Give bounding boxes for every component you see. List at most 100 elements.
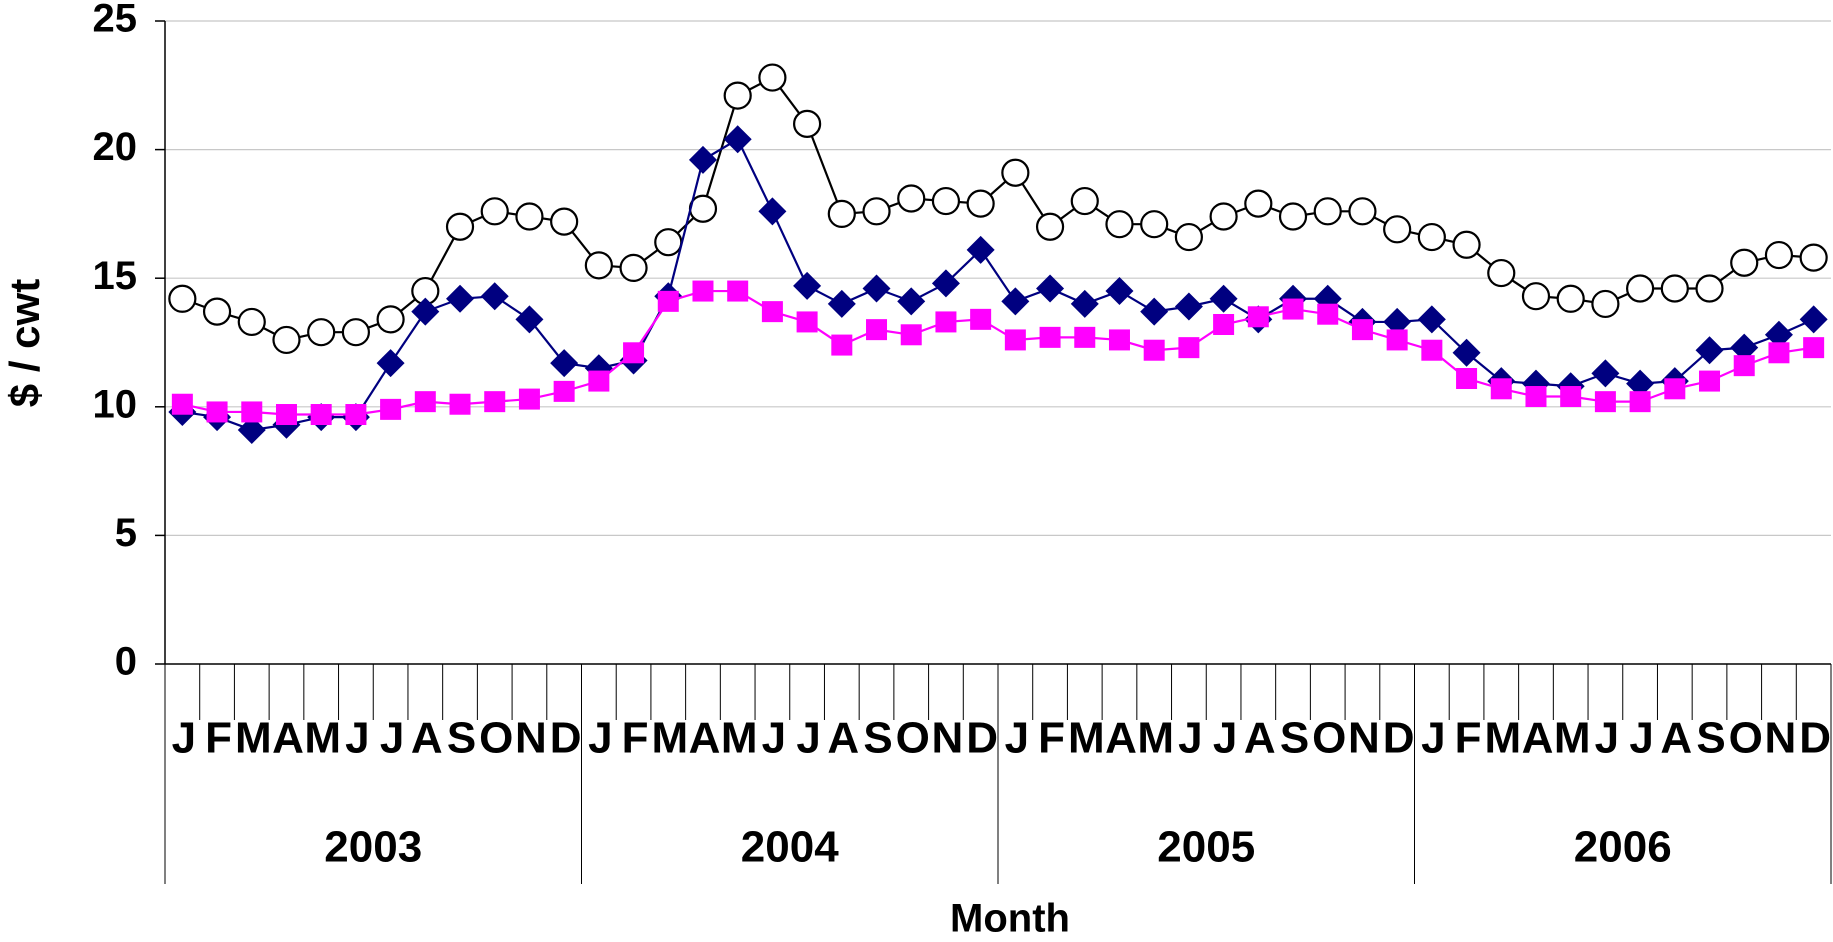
x-tick-label: D: [550, 714, 580, 763]
point: [310, 404, 332, 426]
point: [657, 290, 679, 312]
point: [584, 251, 613, 280]
x-tick-label: M: [1068, 714, 1102, 763]
point: [862, 197, 891, 226]
point: [1278, 202, 1308, 231]
point: [414, 391, 436, 413]
point: [275, 404, 297, 426]
point: [1035, 212, 1065, 241]
point: [1594, 391, 1616, 413]
x-tick-label: M: [235, 714, 269, 763]
x-tick-label: J: [1005, 714, 1027, 763]
year-label: 2004: [741, 823, 839, 872]
point: [1521, 282, 1551, 311]
x-tick-label: M: [304, 714, 338, 763]
x-tick-label: M: [721, 714, 755, 763]
x-tick-label: O: [896, 714, 929, 763]
point: [1108, 329, 1130, 351]
point: [1039, 326, 1061, 348]
x-tick-label: O: [1729, 714, 1762, 763]
point: [1803, 337, 1825, 359]
point: [1317, 303, 1339, 325]
point: [1730, 333, 1759, 362]
y-tick-label: 15: [93, 254, 138, 298]
point: [484, 391, 506, 413]
x-tick-label: D: [1383, 714, 1413, 763]
point: [1695, 274, 1724, 303]
point: [1386, 329, 1408, 351]
point: [515, 305, 544, 334]
point: [1556, 284, 1585, 313]
point: [1070, 289, 1099, 318]
point: [376, 349, 405, 378]
point: [619, 253, 648, 283]
x-tick-label: S: [1696, 714, 1724, 763]
x-tick-label: A: [272, 714, 303, 763]
x-tick-label: F: [205, 714, 231, 763]
point: [623, 342, 645, 364]
point: [237, 415, 266, 444]
point: [1070, 186, 1099, 216]
point: [900, 324, 922, 346]
point: [1001, 158, 1030, 187]
x-tick-label: F: [1455, 714, 1481, 763]
x-axis-label: Month: [950, 897, 1070, 941]
point: [793, 109, 822, 138]
point: [1383, 215, 1412, 244]
point: [376, 305, 405, 334]
x-tick-label: J: [796, 714, 818, 763]
point: [827, 199, 856, 228]
point: [793, 271, 822, 300]
point: [202, 297, 232, 326]
point: [1282, 298, 1304, 320]
point: [1799, 305, 1828, 334]
point: [1417, 305, 1446, 334]
point: [935, 311, 957, 333]
x-tick-label: M: [1554, 714, 1588, 763]
point: [449, 393, 471, 415]
point: [727, 280, 749, 302]
x-tick-label: A: [1244, 714, 1275, 763]
year-label: 2003: [324, 823, 422, 872]
y-tick-label: 0: [115, 640, 137, 684]
x-tick-label: O: [479, 714, 512, 763]
point: [1209, 284, 1238, 313]
x-tick-label: F: [1038, 714, 1064, 763]
point: [1764, 320, 1793, 349]
point: [272, 325, 301, 355]
point: [970, 308, 992, 330]
x-tick-label: M: [1137, 714, 1171, 763]
x-tick-label: F: [622, 714, 648, 763]
x-tick-label: O: [1312, 714, 1345, 763]
point: [1140, 210, 1169, 239]
point: [168, 284, 197, 313]
point: [1768, 342, 1790, 364]
point: [1036, 274, 1065, 303]
point: [1247, 306, 1269, 328]
point: [1105, 210, 1134, 239]
x-tick-label: A: [827, 714, 858, 763]
x-tick-label: N: [515, 714, 544, 763]
point: [1001, 287, 1030, 316]
point: [654, 228, 683, 257]
x-tick-label: N: [932, 714, 961, 763]
point: [1490, 378, 1512, 400]
point: [1799, 243, 1828, 272]
point: [341, 318, 370, 347]
point: [1417, 222, 1446, 252]
point: [723, 125, 752, 154]
point: [1487, 258, 1516, 288]
point: [897, 184, 926, 213]
y-tick-label: 10: [93, 382, 138, 426]
point: [515, 202, 544, 231]
year-label: 2005: [1157, 823, 1255, 872]
x-tick-label: A: [411, 714, 442, 763]
point: [411, 297, 440, 326]
point: [345, 404, 367, 426]
x-tick-label: D: [966, 714, 996, 763]
year-label: 2006: [1574, 823, 1672, 872]
point: [827, 289, 856, 318]
point: [931, 269, 960, 298]
y-tick-label: 20: [93, 125, 138, 169]
